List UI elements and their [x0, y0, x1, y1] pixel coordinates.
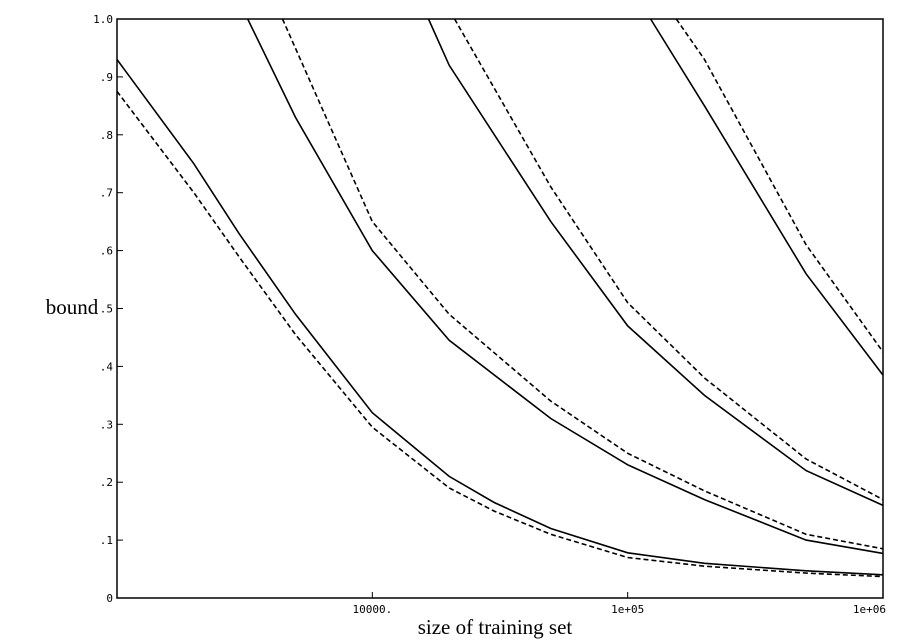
line-series — [675, 18, 884, 353]
y-tick-label: .6 — [100, 245, 113, 258]
x-tick-label: 1e+06 — [853, 603, 886, 616]
x-axis-title: size of training set — [418, 615, 573, 639]
x-tick-label: 10000. — [352, 603, 392, 616]
y-tick-label: .7 — [100, 187, 113, 200]
y-axis-title: bound — [46, 295, 99, 319]
y-tick-label: .1 — [100, 534, 113, 547]
y-tick-label: 0 — [106, 592, 113, 605]
line-series — [453, 18, 884, 501]
y-tick-label: .8 — [100, 129, 113, 142]
plot-frame — [116, 18, 884, 599]
y-tick-label: .5 — [100, 303, 113, 316]
y-tick-label: 1.0 — [93, 13, 113, 26]
x-tick-label: 1e+05 — [611, 603, 644, 616]
y-tick-label: .2 — [100, 476, 113, 489]
line-series — [427, 18, 884, 507]
line-series — [246, 18, 884, 555]
y-tick-label: .4 — [100, 360, 114, 373]
line-series — [281, 18, 884, 550]
line-series — [649, 18, 884, 376]
line-series — [116, 90, 884, 578]
y-tick-label: .3 — [100, 418, 113, 431]
line-series — [116, 59, 884, 576]
y-tick-label: .9 — [100, 71, 113, 84]
